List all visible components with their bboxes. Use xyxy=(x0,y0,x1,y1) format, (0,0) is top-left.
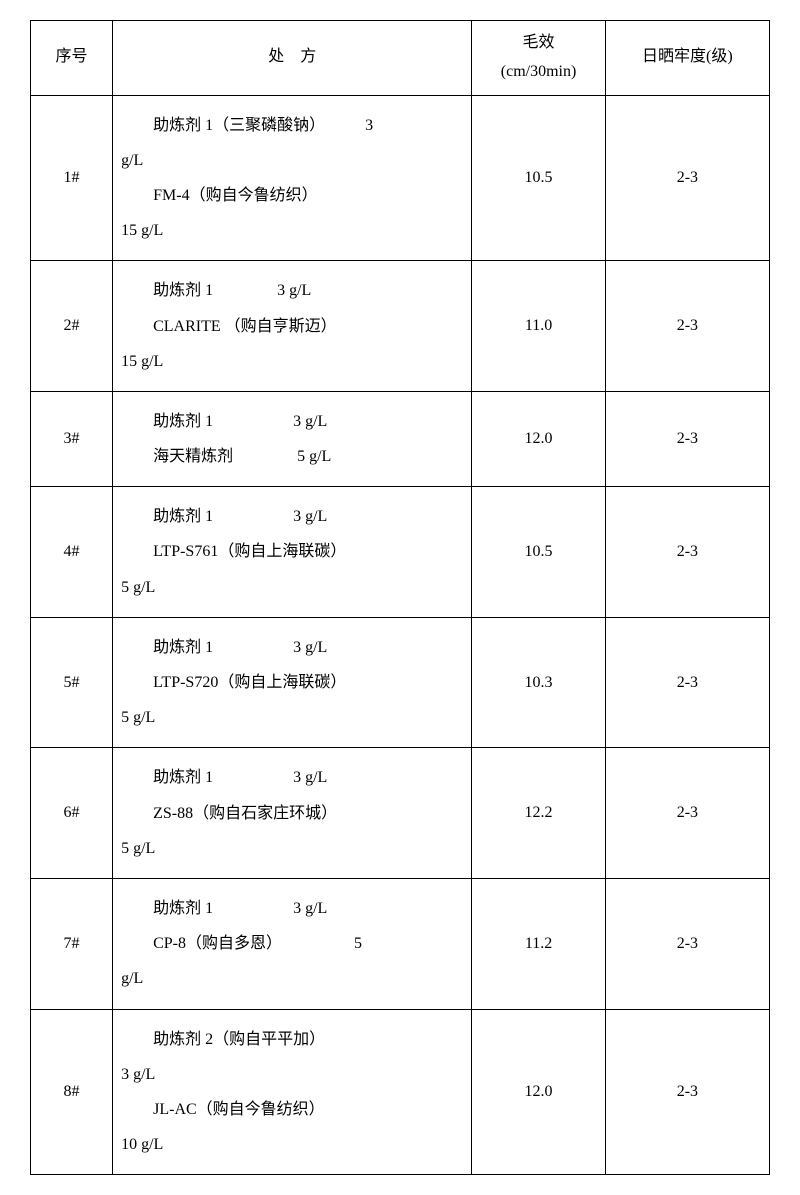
cell-fast: 2-3 xyxy=(605,1009,769,1175)
header-fast: 日晒牢度(级) xyxy=(605,21,769,96)
table-row: 8#助炼剂 2（购自平平加）3 g/LJL-AC（购自今鲁纺织）10 g/L12… xyxy=(31,1009,770,1175)
cell-rx: 助炼剂 1 3 g/LZS-88（购自石家庄环城）5 g/L xyxy=(113,748,472,879)
cell-seq: 6# xyxy=(31,748,113,879)
cell-eff: 12.0 xyxy=(472,1009,605,1175)
header-eff-line1: 毛效 xyxy=(523,34,555,51)
cell-seq: 8# xyxy=(31,1009,113,1175)
rx-line: LTP-S720（购自上海联碳） xyxy=(121,665,463,700)
cell-eff: 10.5 xyxy=(472,95,605,261)
cell-fast: 2-3 xyxy=(605,487,769,618)
cell-rx: 助炼剂 1 3 g/LCLARITE （购自亨斯迈）15 g/L xyxy=(113,261,472,392)
rx-line: FM-4（购自今鲁纺织） xyxy=(121,178,463,213)
cell-fast: 2-3 xyxy=(605,617,769,748)
header-eff-line2: (cm/30min) xyxy=(501,63,577,80)
rx-line: CLARITE （购自亨斯迈） xyxy=(121,309,463,344)
rx-line: 5 g/L xyxy=(121,700,463,735)
table-row: 3#助炼剂 1 3 g/L海天精炼剂 5 g/L12.02-3 xyxy=(31,391,770,486)
cell-eff: 12.2 xyxy=(472,748,605,879)
cell-seq: 4# xyxy=(31,487,113,618)
cell-fast: 2-3 xyxy=(605,261,769,392)
table-row: 2#助炼剂 1 3 g/LCLARITE （购自亨斯迈）15 g/L11.02-… xyxy=(31,261,770,392)
rx-line: 3 g/L xyxy=(121,1057,463,1092)
rx-line: 5 g/L xyxy=(121,570,463,605)
cell-fast: 2-3 xyxy=(605,748,769,879)
cell-rx: 助炼剂 1（三聚磷酸钠） 3g/LFM-4（购自今鲁纺织）15 g/L xyxy=(113,95,472,261)
cell-eff: 10.3 xyxy=(472,617,605,748)
table-row: 6#助炼剂 1 3 g/LZS-88（购自石家庄环城）5 g/L12.22-3 xyxy=(31,748,770,879)
cell-rx: 助炼剂 2（购自平平加）3 g/LJL-AC（购自今鲁纺织）10 g/L xyxy=(113,1009,472,1175)
table-header-row: 序号 处 方 毛效 (cm/30min) 日晒牢度(级) xyxy=(31,21,770,96)
cell-rx: 助炼剂 1 3 g/LCP-8（购自多恩） 5g/L xyxy=(113,878,472,1009)
cell-seq: 1# xyxy=(31,95,113,261)
rx-line: 助炼剂 1 3 g/L xyxy=(121,404,463,439)
cell-eff: 11.2 xyxy=(472,878,605,1009)
rx-line: 15 g/L xyxy=(121,213,463,248)
rx-line: 助炼剂 1 3 g/L xyxy=(121,273,463,308)
table-row: 7#助炼剂 1 3 g/LCP-8（购自多恩） 5g/L11.22-3 xyxy=(31,878,770,1009)
data-table: 序号 处 方 毛效 (cm/30min) 日晒牢度(级) 1#助炼剂 1（三聚磷… xyxy=(30,20,770,1175)
rx-line: 15 g/L xyxy=(121,344,463,379)
cell-seq: 2# xyxy=(31,261,113,392)
cell-seq: 7# xyxy=(31,878,113,1009)
rx-line: LTP-S761（购自上海联碳） xyxy=(121,534,463,569)
table-body: 1#助炼剂 1（三聚磷酸钠） 3g/LFM-4（购自今鲁纺织）15 g/L10.… xyxy=(31,95,770,1175)
rx-line: 助炼剂 1（三聚磷酸钠） 3 xyxy=(121,108,463,143)
header-rx: 处 方 xyxy=(113,21,472,96)
cell-eff: 12.0 xyxy=(472,391,605,486)
cell-seq: 3# xyxy=(31,391,113,486)
header-seq: 序号 xyxy=(31,21,113,96)
rx-line: 5 g/L xyxy=(121,831,463,866)
rx-line: g/L xyxy=(121,143,463,178)
cell-fast: 2-3 xyxy=(605,878,769,1009)
cell-fast: 2-3 xyxy=(605,391,769,486)
rx-line: ZS-88（购自石家庄环城） xyxy=(121,796,463,831)
cell-rx: 助炼剂 1 3 g/L海天精炼剂 5 g/L xyxy=(113,391,472,486)
rx-line: 助炼剂 2（购自平平加） xyxy=(121,1022,463,1057)
rx-line: 助炼剂 1 3 g/L xyxy=(121,891,463,926)
rx-line: CP-8（购自多恩） 5 xyxy=(121,926,463,961)
table-row: 4#助炼剂 1 3 g/LLTP-S761（购自上海联碳）5 g/L10.52-… xyxy=(31,487,770,618)
cell-rx: 助炼剂 1 3 g/LLTP-S720（购自上海联碳）5 g/L xyxy=(113,617,472,748)
table-row: 1#助炼剂 1（三聚磷酸钠） 3g/LFM-4（购自今鲁纺织）15 g/L10.… xyxy=(31,95,770,261)
rx-line: 10 g/L xyxy=(121,1127,463,1162)
cell-eff: 11.0 xyxy=(472,261,605,392)
header-eff: 毛效 (cm/30min) xyxy=(472,21,605,96)
rx-line: g/L xyxy=(121,961,463,996)
cell-fast: 2-3 xyxy=(605,95,769,261)
rx-line: 助炼剂 1 3 g/L xyxy=(121,630,463,665)
cell-seq: 5# xyxy=(31,617,113,748)
rx-line: 助炼剂 1 3 g/L xyxy=(121,499,463,534)
rx-line: JL-AC（购自今鲁纺织） xyxy=(121,1092,463,1127)
cell-rx: 助炼剂 1 3 g/LLTP-S761（购自上海联碳）5 g/L xyxy=(113,487,472,618)
cell-eff: 10.5 xyxy=(472,487,605,618)
rx-line: 助炼剂 1 3 g/L xyxy=(121,760,463,795)
rx-line: 海天精炼剂 5 g/L xyxy=(121,439,463,474)
table-row: 5#助炼剂 1 3 g/LLTP-S720（购自上海联碳）5 g/L10.32-… xyxy=(31,617,770,748)
